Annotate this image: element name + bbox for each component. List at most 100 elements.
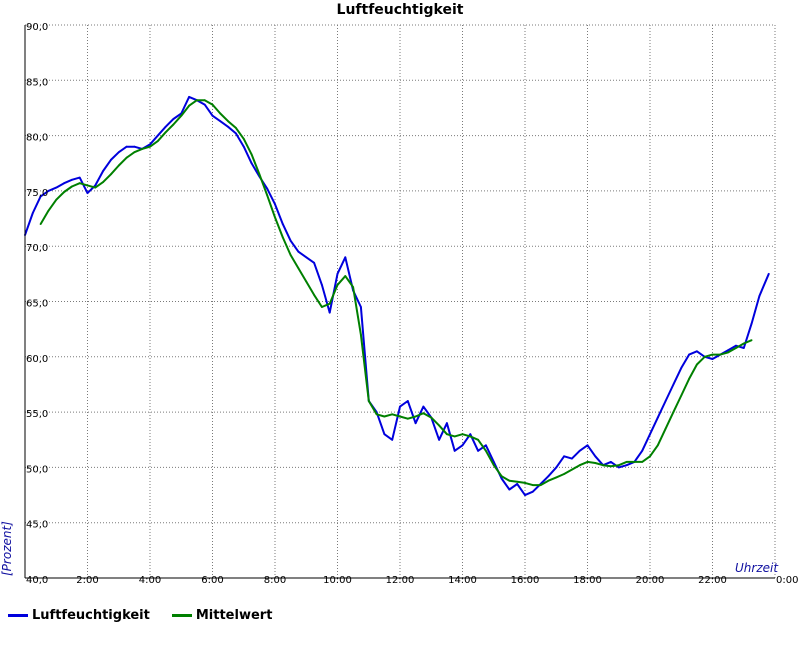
data-point bbox=[719, 353, 722, 356]
data-point bbox=[55, 198, 58, 201]
data-point bbox=[39, 223, 42, 226]
legend-label: Mittelwert bbox=[195, 608, 273, 623]
data-point bbox=[727, 351, 729, 354]
data-point bbox=[594, 462, 597, 464]
data-point bbox=[258, 173, 261, 176]
data-point bbox=[164, 131, 167, 134]
data-point bbox=[531, 490, 534, 493]
data-point bbox=[453, 435, 456, 438]
data-point bbox=[516, 483, 519, 485]
data-point bbox=[344, 275, 347, 277]
data-point bbox=[696, 363, 698, 366]
data-point bbox=[516, 480, 519, 483]
data-point bbox=[438, 438, 440, 441]
data-point bbox=[649, 433, 651, 436]
x-tick-label: 20:00 bbox=[636, 575, 665, 586]
data-point bbox=[203, 99, 206, 102]
series-mittelwert bbox=[39, 99, 753, 487]
y-tick-label: 45,0 bbox=[26, 520, 48, 531]
data-point bbox=[610, 465, 612, 468]
data-point bbox=[117, 164, 120, 167]
y-tick-label: 40,0 bbox=[26, 575, 48, 586]
data-point bbox=[211, 103, 214, 106]
data-point bbox=[55, 186, 58, 189]
data-point bbox=[328, 302, 331, 305]
data-point bbox=[531, 484, 534, 486]
data-point bbox=[172, 123, 175, 126]
data-point bbox=[281, 236, 284, 239]
data-point bbox=[110, 159, 112, 161]
y-tick-label: 80,0 bbox=[26, 133, 48, 144]
data-point bbox=[547, 479, 550, 482]
data-point bbox=[555, 476, 558, 479]
data-point bbox=[524, 494, 526, 496]
data-point bbox=[344, 256, 347, 259]
legend-item-mittelwert: Mittelwert bbox=[171, 608, 273, 623]
x-tick-label: 6:00 bbox=[201, 575, 223, 586]
data-point bbox=[727, 349, 729, 352]
data-point bbox=[414, 422, 417, 425]
data-point bbox=[360, 333, 362, 336]
data-point bbox=[86, 192, 89, 195]
data-point bbox=[406, 417, 409, 420]
data-point bbox=[485, 449, 487, 452]
data-point bbox=[47, 190, 50, 192]
y-tick-label: 50,0 bbox=[26, 464, 48, 475]
data-point bbox=[563, 455, 565, 458]
data-point bbox=[703, 355, 706, 358]
data-point bbox=[539, 484, 542, 486]
x-tick-label: 12:00 bbox=[386, 575, 415, 586]
data-point bbox=[102, 170, 104, 172]
data-point bbox=[453, 449, 456, 452]
data-point bbox=[610, 461, 612, 463]
data-point bbox=[31, 212, 34, 214]
data-point bbox=[305, 280, 308, 283]
data-point bbox=[688, 353, 690, 356]
data-point bbox=[641, 461, 644, 463]
data-point bbox=[313, 261, 315, 264]
data-point bbox=[141, 148, 144, 150]
data-point bbox=[328, 311, 331, 314]
data-point bbox=[664, 400, 667, 402]
x-tick-label: 0:00 bbox=[776, 575, 798, 586]
data-point bbox=[180, 114, 183, 117]
data-point bbox=[586, 461, 589, 463]
data-point bbox=[383, 433, 386, 436]
x-tick-label: 14:00 bbox=[448, 575, 477, 586]
y-tick-label: 90,0 bbox=[26, 22, 48, 33]
data-point bbox=[696, 350, 698, 353]
data-point bbox=[336, 272, 339, 275]
data-point bbox=[649, 455, 651, 458]
data-point bbox=[227, 125, 230, 128]
data-point bbox=[367, 400, 370, 402]
data-point bbox=[39, 195, 42, 198]
x-tick-label: 22:00 bbox=[698, 575, 727, 586]
data-point bbox=[594, 455, 597, 458]
legend-swatch bbox=[8, 614, 28, 617]
data-point bbox=[110, 173, 112, 176]
data-point bbox=[422, 412, 425, 415]
data-point bbox=[664, 427, 667, 430]
data-point bbox=[125, 156, 128, 159]
data-point bbox=[742, 347, 745, 349]
y-tick-label: 85,0 bbox=[26, 77, 48, 88]
data-point bbox=[336, 284, 339, 286]
data-point bbox=[563, 473, 565, 475]
data-point bbox=[94, 184, 97, 187]
data-point bbox=[571, 468, 573, 471]
grid bbox=[25, 24, 776, 578]
data-point bbox=[680, 394, 683, 397]
data-point bbox=[352, 286, 354, 288]
data-point bbox=[78, 182, 81, 185]
data-point bbox=[617, 466, 620, 469]
data-point bbox=[125, 145, 128, 148]
data-point bbox=[266, 194, 269, 197]
data-point bbox=[289, 239, 292, 242]
data-point bbox=[399, 405, 401, 408]
data-point bbox=[602, 464, 604, 467]
series-luftfeuchtigkeit bbox=[24, 95, 770, 497]
series-line bbox=[24, 95, 770, 497]
data-point bbox=[133, 145, 136, 148]
data-point bbox=[500, 475, 503, 478]
data-point bbox=[203, 103, 206, 106]
